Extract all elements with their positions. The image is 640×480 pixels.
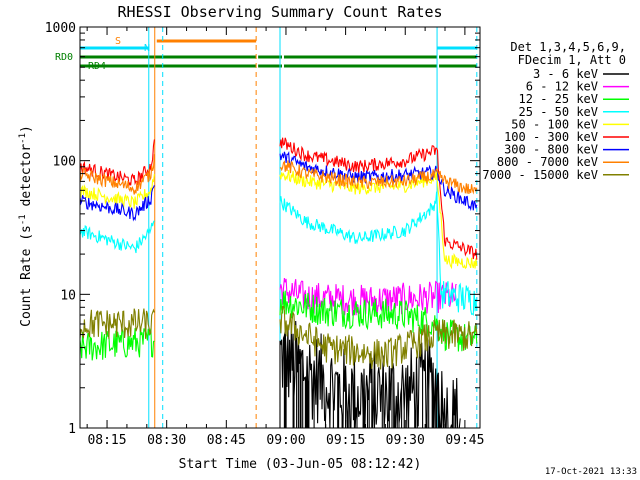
series-6-12-kev [279, 277, 457, 316]
plot-frame [79, 26, 481, 429]
series-25-50-kev [79, 191, 478, 316]
x-tick-label-6: 09:45 [445, 433, 484, 448]
y-tick-label-0: 1 [68, 422, 76, 437]
y-tick-label-2: 100 [53, 155, 76, 170]
flag-bars [80, 39, 477, 68]
footer-date: 17-Oct-2021 13:33 [545, 467, 637, 477]
series-line-7-seg-0 [79, 154, 155, 195]
legend: Det 1,3,4,5,6,9, FDecim 1, Att 0 3 - 6 k… [482, 40, 629, 182]
series-7000-15000-kev [79, 305, 478, 370]
flag-label-rd4: RD4 [88, 61, 106, 72]
legend-label-2: 12 - 25 keV [519, 92, 598, 106]
series-line-8-seg-0 [79, 308, 155, 340]
x-tick-label-3: 09:00 [266, 433, 305, 448]
series-line-8-seg-1 [279, 305, 478, 370]
series-line-4-seg-0 [80, 174, 155, 209]
chart-title: RHESSI Observing Summary Count Rates [117, 3, 442, 21]
x-tick-label-0: 08:15 [87, 433, 126, 448]
series-line-4-seg-1 [279, 169, 478, 270]
x-tick-label-4: 09:15 [326, 433, 365, 448]
y-tick-label-3: 1000 [45, 21, 76, 36]
flag-label-saa: S [115, 36, 121, 47]
x-axis-ticks: 08:15 08:30 08:45 09:00 09:15 09:30 09:45 [86, 27, 484, 448]
series-3-6-kev [279, 320, 461, 429]
legend-header-line-1: Det 1,3,4,5,6,9, [510, 40, 626, 54]
legend-label-8: 7000 - 15000 keV [482, 168, 598, 182]
flag-label-night: N [144, 43, 150, 54]
series-line-6-seg-0 [79, 185, 155, 222]
series-line-2-seg-0 [79, 326, 155, 361]
y-axis-ticks: 1 10 100 1000 [45, 21, 480, 437]
legend-label-1: 6 - 12 keV [526, 80, 598, 94]
legend-label-6: 300 - 800 keV [504, 143, 598, 157]
series-line-1-seg-1 [279, 277, 457, 316]
y-tick-label-1: 10 [60, 288, 76, 303]
legend-label-5: 100 - 300 keV [504, 130, 598, 144]
y-label-sup2: -1 [18, 133, 28, 144]
series-line-5-seg-1 [279, 137, 478, 260]
x-axis-label: Start Time (03-Jun-05 08:12:42) [179, 457, 422, 472]
y-axis-label: Count Rate (s-1 detector-1) [18, 125, 34, 327]
y-label-mid: detector [19, 144, 34, 215]
y-label-main: Count Rate (s [19, 225, 34, 327]
series-50-100-kev [80, 169, 478, 270]
y-label-sup1: -1 [18, 214, 28, 225]
axes [79, 26, 481, 429]
series-800-7000-kev [79, 154, 478, 195]
x-tick-label-1: 08:30 [147, 433, 186, 448]
legend-label-7: 800 - 7000 keV [497, 155, 598, 169]
flag-label-rd0: RD0 [55, 52, 73, 63]
series-line-3-seg-1 [279, 191, 478, 316]
legend-label-4: 50 - 100 keV [511, 117, 598, 131]
series-line-3-seg-0 [79, 220, 155, 254]
series-line-0-seg-1 [279, 320, 461, 429]
legend-label-3: 25 - 50 keV [519, 105, 598, 119]
legend-header-line-2: FDecim 1, Att 0 [518, 53, 626, 67]
count-rate-series [79, 137, 478, 429]
y-label-end: ) [19, 125, 34, 133]
series-line-7-seg-1 [279, 160, 478, 195]
legend-label-0: 3 - 6 keV [533, 67, 598, 81]
x-tick-label-5: 09:30 [386, 433, 425, 448]
x-tick-label-2: 08:45 [207, 433, 246, 448]
